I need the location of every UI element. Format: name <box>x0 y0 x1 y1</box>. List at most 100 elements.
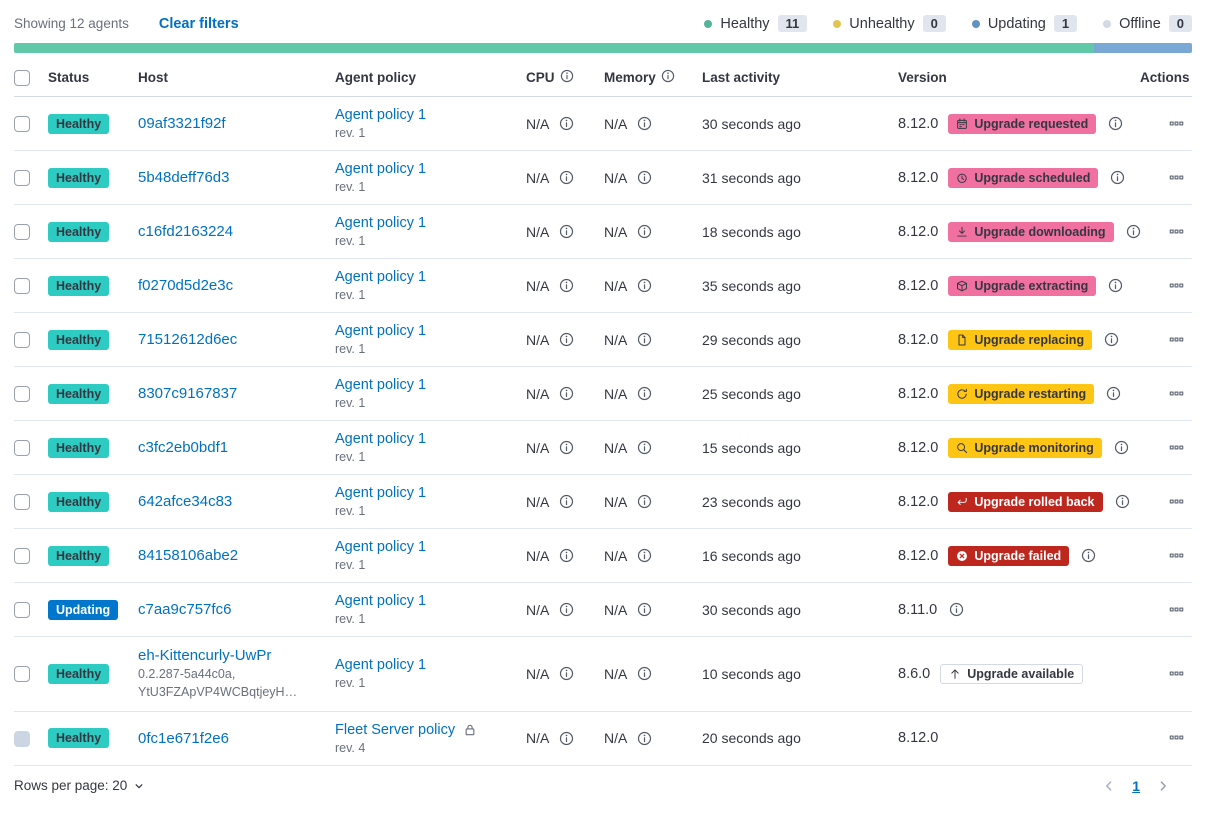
row-actions-button[interactable] <box>1167 546 1186 565</box>
upgrade-details-info-button[interactable] <box>1113 492 1132 511</box>
upgrade-details-info-button[interactable] <box>1106 276 1125 295</box>
memory-info-button[interactable] <box>635 114 654 133</box>
memory-info-button[interactable] <box>635 664 654 683</box>
memory-info-button[interactable] <box>635 729 654 748</box>
host-link[interactable]: c16fd2163224 <box>138 223 234 240</box>
row-actions-button[interactable] <box>1167 492 1186 511</box>
row-checkbox[interactable] <box>14 666 30 683</box>
chevron-left-icon[interactable] <box>1102 779 1116 793</box>
cpu-info-button[interactable] <box>557 276 576 295</box>
row-checkbox[interactable] <box>14 332 30 349</box>
upgrade-status-badge: Upgrade replacing <box>948 329 1093 350</box>
upgrade-details-info-button[interactable] <box>1108 168 1127 187</box>
policy-revision: rev. 4 <box>335 740 366 755</box>
cpu-info-button[interactable] <box>557 492 576 511</box>
cpu-info-button[interactable] <box>557 168 576 187</box>
cpu-info-button[interactable] <box>557 546 576 565</box>
boxes-horizontal-icon <box>1169 606 1184 612</box>
cpu-info-button[interactable] <box>557 114 576 133</box>
host-link[interactable]: c3fc2eb0bdf1 <box>138 439 229 456</box>
policy-link[interactable]: Agent policy 1 <box>335 161 427 177</box>
row-checkbox[interactable] <box>14 602 30 619</box>
cpu-info-icon[interactable] <box>560 69 574 86</box>
row-actions-button[interactable] <box>1167 168 1186 187</box>
memory-info-button[interactable] <box>635 330 654 349</box>
upgrade-details-info-button[interactable] <box>1124 222 1143 241</box>
host-link[interactable]: c7aa9c757fc6 <box>138 601 232 618</box>
info-icon <box>1104 332 1119 347</box>
row-actions-button[interactable] <box>1167 330 1186 349</box>
host-link[interactable]: 84158106abe2 <box>138 547 239 564</box>
host-link[interactable]: 71512612d6ec <box>138 331 238 348</box>
cpu-info-button[interactable] <box>557 438 576 457</box>
memory-info-button[interactable] <box>635 276 654 295</box>
policy-link[interactable]: Agent policy 1 <box>335 657 427 674</box>
row-actions-button[interactable] <box>1167 600 1186 619</box>
row-actions-button[interactable] <box>1167 664 1186 683</box>
row-actions-button[interactable] <box>1167 114 1186 133</box>
row-checkbox[interactable] <box>14 386 30 403</box>
memory-info-button[interactable] <box>635 600 654 619</box>
cpu-info-button[interactable] <box>557 600 576 619</box>
row-checkbox[interactable] <box>14 494 30 511</box>
memory-info-button[interactable] <box>635 222 654 241</box>
policy-link[interactable]: Fleet Server policy <box>335 721 456 738</box>
row-checkbox[interactable] <box>14 116 30 133</box>
memory-info-icon[interactable] <box>661 69 675 86</box>
upgrade-details-info-button[interactable] <box>1112 438 1131 457</box>
policy-link[interactable]: Agent policy 1 <box>335 269 427 285</box>
host-link[interactable]: f0270d5d2e3c <box>138 277 234 294</box>
upgrade-details-info-button[interactable] <box>1079 546 1098 565</box>
host-link[interactable]: 5b48deff76d3 <box>138 169 230 186</box>
row-checkbox[interactable] <box>14 440 30 457</box>
upgrade-details-info-button[interactable] <box>1102 330 1121 349</box>
page-1-button[interactable]: 1 <box>1132 777 1140 794</box>
memory-info-button[interactable] <box>635 492 654 511</box>
clear-filters-link[interactable]: Clear filters <box>158 15 239 32</box>
upgrade-details-info-button[interactable] <box>1106 114 1125 133</box>
info-icon <box>638 224 652 239</box>
row-actions-button[interactable] <box>1167 222 1186 241</box>
chevron-right-icon[interactable] <box>1156 779 1170 793</box>
rows-per-page-button[interactable]: Rows per page: 20 <box>14 778 145 793</box>
cpu-info-button[interactable] <box>557 664 576 683</box>
cpu-value: N/A <box>526 665 550 682</box>
select-all-checkbox[interactable] <box>14 69 30 86</box>
cpu-info-button[interactable] <box>557 729 576 748</box>
host-link[interactable]: 8307c9167837 <box>138 385 238 402</box>
memory-info-button[interactable] <box>635 384 654 403</box>
policy-link[interactable]: Agent policy 1 <box>335 107 427 123</box>
memory-value: N/A <box>604 115 628 132</box>
cpu-info-button[interactable] <box>557 384 576 403</box>
policy-link[interactable]: Agent policy 1 <box>335 215 427 231</box>
policy-link[interactable]: Agent policy 1 <box>335 323 427 339</box>
memory-info-button[interactable] <box>635 438 654 457</box>
memory-info-button[interactable] <box>635 546 654 565</box>
host-link[interactable]: eh-Kittencurly-UwPr <box>138 647 272 664</box>
policy-link[interactable]: Agent policy 1 <box>335 485 427 501</box>
cpu-info-button[interactable] <box>557 330 576 349</box>
row-actions-button[interactable] <box>1167 384 1186 403</box>
host-link[interactable]: 09af3321f92f <box>138 115 226 132</box>
row-checkbox[interactable] <box>14 278 30 295</box>
return-icon <box>957 497 968 505</box>
upgrade-status-label: Upgrade monitoring <box>974 440 1094 455</box>
row-checkbox[interactable] <box>14 170 30 187</box>
row-checkbox[interactable] <box>14 224 30 241</box>
row-checkbox[interactable] <box>14 730 30 747</box>
upgrade-details-info-button[interactable] <box>947 600 966 619</box>
row-actions-button[interactable] <box>1167 728 1186 747</box>
memory-info-button[interactable] <box>635 168 654 187</box>
row-actions-button[interactable] <box>1167 276 1186 295</box>
row-checkbox[interactable] <box>14 548 30 565</box>
upgrade-details-info-button[interactable] <box>1104 384 1123 403</box>
row-actions-button[interactable] <box>1167 438 1186 457</box>
cpu-info-button[interactable] <box>557 222 576 241</box>
last-activity-value: 25 seconds ago <box>702 385 801 402</box>
policy-link[interactable]: Agent policy 1 <box>335 431 427 447</box>
policy-link[interactable]: Agent policy 1 <box>335 539 427 555</box>
host-link[interactable]: 642afce34c83 <box>138 493 233 510</box>
host-link[interactable]: 0fc1e671f2e6 <box>138 729 229 747</box>
policy-link[interactable]: Agent policy 1 <box>335 377 427 393</box>
policy-link[interactable]: Agent policy 1 <box>335 593 427 609</box>
